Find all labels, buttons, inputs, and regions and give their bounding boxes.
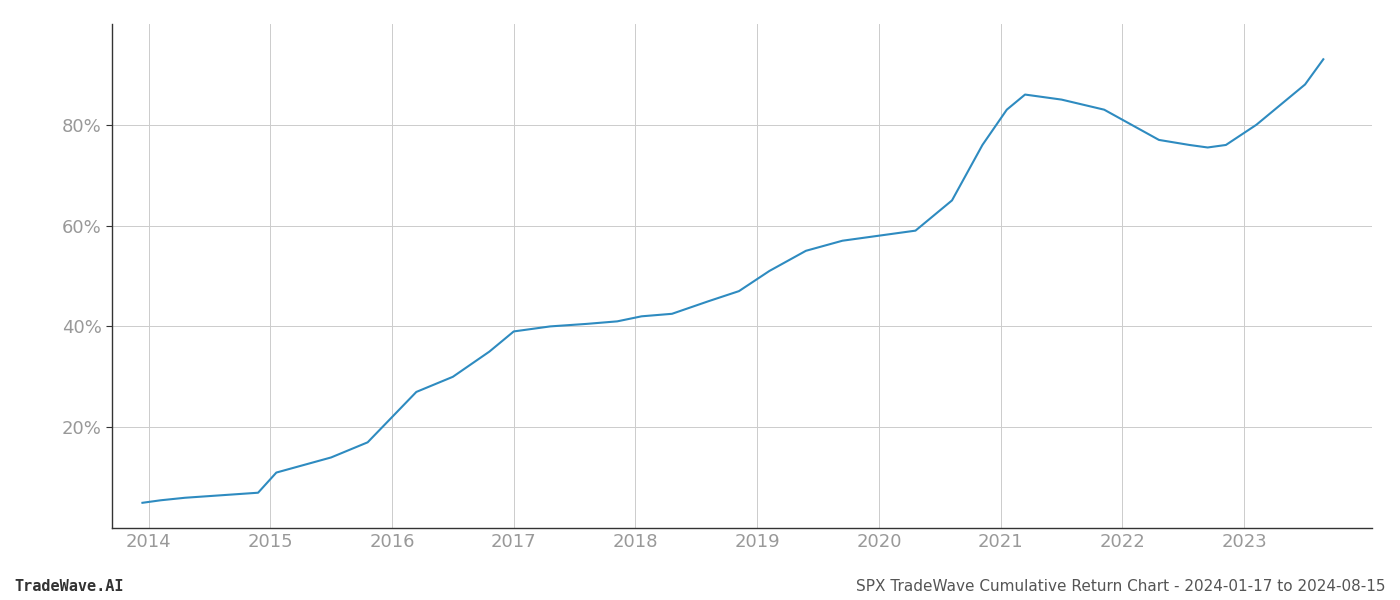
Text: SPX TradeWave Cumulative Return Chart - 2024-01-17 to 2024-08-15: SPX TradeWave Cumulative Return Chart - … — [857, 579, 1386, 594]
Text: TradeWave.AI: TradeWave.AI — [14, 579, 123, 594]
